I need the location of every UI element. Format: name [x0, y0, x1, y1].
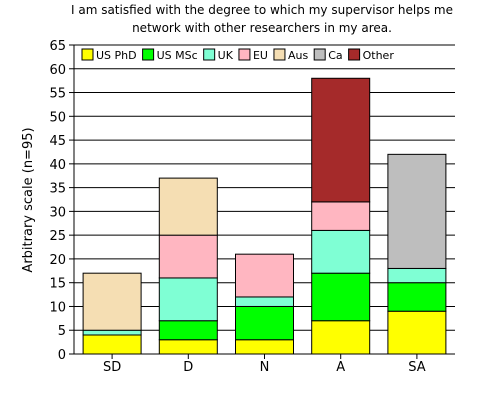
legend-label: EU	[253, 49, 268, 62]
y-tick-label: 45	[49, 134, 66, 149]
legend-swatch	[313, 48, 326, 61]
y-tick-label: 10	[49, 300, 66, 315]
x-tick-label: SD	[103, 360, 121, 375]
y-tick-label: 5	[58, 324, 66, 339]
legend-swatch	[348, 48, 361, 61]
chart-title: I am satisfied with the degree to which …	[71, 3, 453, 35]
bar-segment	[158, 177, 218, 236]
y-tick-labels: 0 5 10 15 20 25 30 35 40 45 50 55 60 65	[49, 39, 66, 363]
legend-swatch	[273, 48, 286, 61]
legend: US PhD US MSc UK EU Aus Ca Other	[81, 48, 395, 62]
y-tick-label: 60	[49, 63, 66, 78]
chart-title-line-2: network with other researchers in my are…	[132, 21, 392, 35]
y-tick-label: 65	[49, 39, 66, 54]
bar-segment	[82, 272, 142, 331]
y-tick-label: 20	[49, 253, 66, 268]
bar-segment	[158, 277, 218, 322]
x-tick-label: N	[260, 360, 270, 375]
bar-segment	[235, 253, 294, 298]
x-tick-label: D	[183, 360, 193, 375]
legend-item: US MSc	[142, 48, 198, 62]
chart-title-line-1: I am satisfied with the degree to which …	[71, 3, 453, 17]
legend-label: Other	[363, 49, 395, 62]
bar-segment	[82, 329, 142, 336]
legend-label: US MSc	[157, 49, 198, 62]
bar-segment	[311, 229, 371, 274]
legend-item: UK	[203, 48, 234, 62]
legend-item: Other	[348, 48, 395, 62]
bar-segment	[387, 153, 447, 269]
y-tick-label: 35	[49, 182, 66, 197]
x-tick-labels: SD D N A SA	[103, 360, 426, 375]
bar-segment	[387, 282, 447, 312]
bars	[82, 77, 447, 355]
legend-swatch	[142, 48, 155, 61]
legend-item: EU	[238, 48, 268, 62]
y-tick-label: 50	[49, 110, 66, 125]
bar-segment	[311, 272, 371, 322]
y-tick-label: 0	[58, 348, 66, 363]
legend-item: Ca	[313, 48, 343, 62]
y-tick-label: 25	[49, 229, 66, 244]
legend-label: Aus	[288, 49, 308, 62]
y-tick-label: 30	[49, 205, 66, 220]
legend-item: US PhD	[81, 48, 137, 62]
x-tick-label: A	[336, 360, 345, 375]
legend-swatch	[238, 48, 251, 61]
legend-item: Aus	[273, 48, 308, 62]
x-tick-label: SA	[408, 360, 425, 375]
bar-segment	[82, 334, 142, 355]
bar-segment	[311, 320, 371, 355]
legend-label: US PhD	[96, 49, 137, 62]
y-tick-label: 40	[49, 158, 66, 173]
bar-segment	[158, 339, 218, 355]
bar-segment	[158, 320, 218, 341]
y-axis-label: Arbitrary scale (n=95)	[21, 127, 36, 272]
legend-label: UK	[218, 49, 234, 62]
bar-segment	[158, 234, 218, 279]
bar-segment	[235, 339, 294, 355]
legend-swatch	[81, 48, 94, 61]
bar-segment	[311, 201, 371, 231]
bar-segment	[235, 305, 294, 341]
bar-segment	[311, 77, 371, 203]
y-tick-label: 55	[49, 87, 66, 102]
legend-label: Ca	[328, 49, 342, 62]
bar-segment	[387, 267, 447, 284]
axes	[69, 44, 455, 359]
y-tick-label: 15	[49, 277, 66, 292]
legend-swatch	[203, 48, 216, 61]
bar-segment	[235, 296, 294, 307]
bar-segment	[387, 310, 447, 355]
